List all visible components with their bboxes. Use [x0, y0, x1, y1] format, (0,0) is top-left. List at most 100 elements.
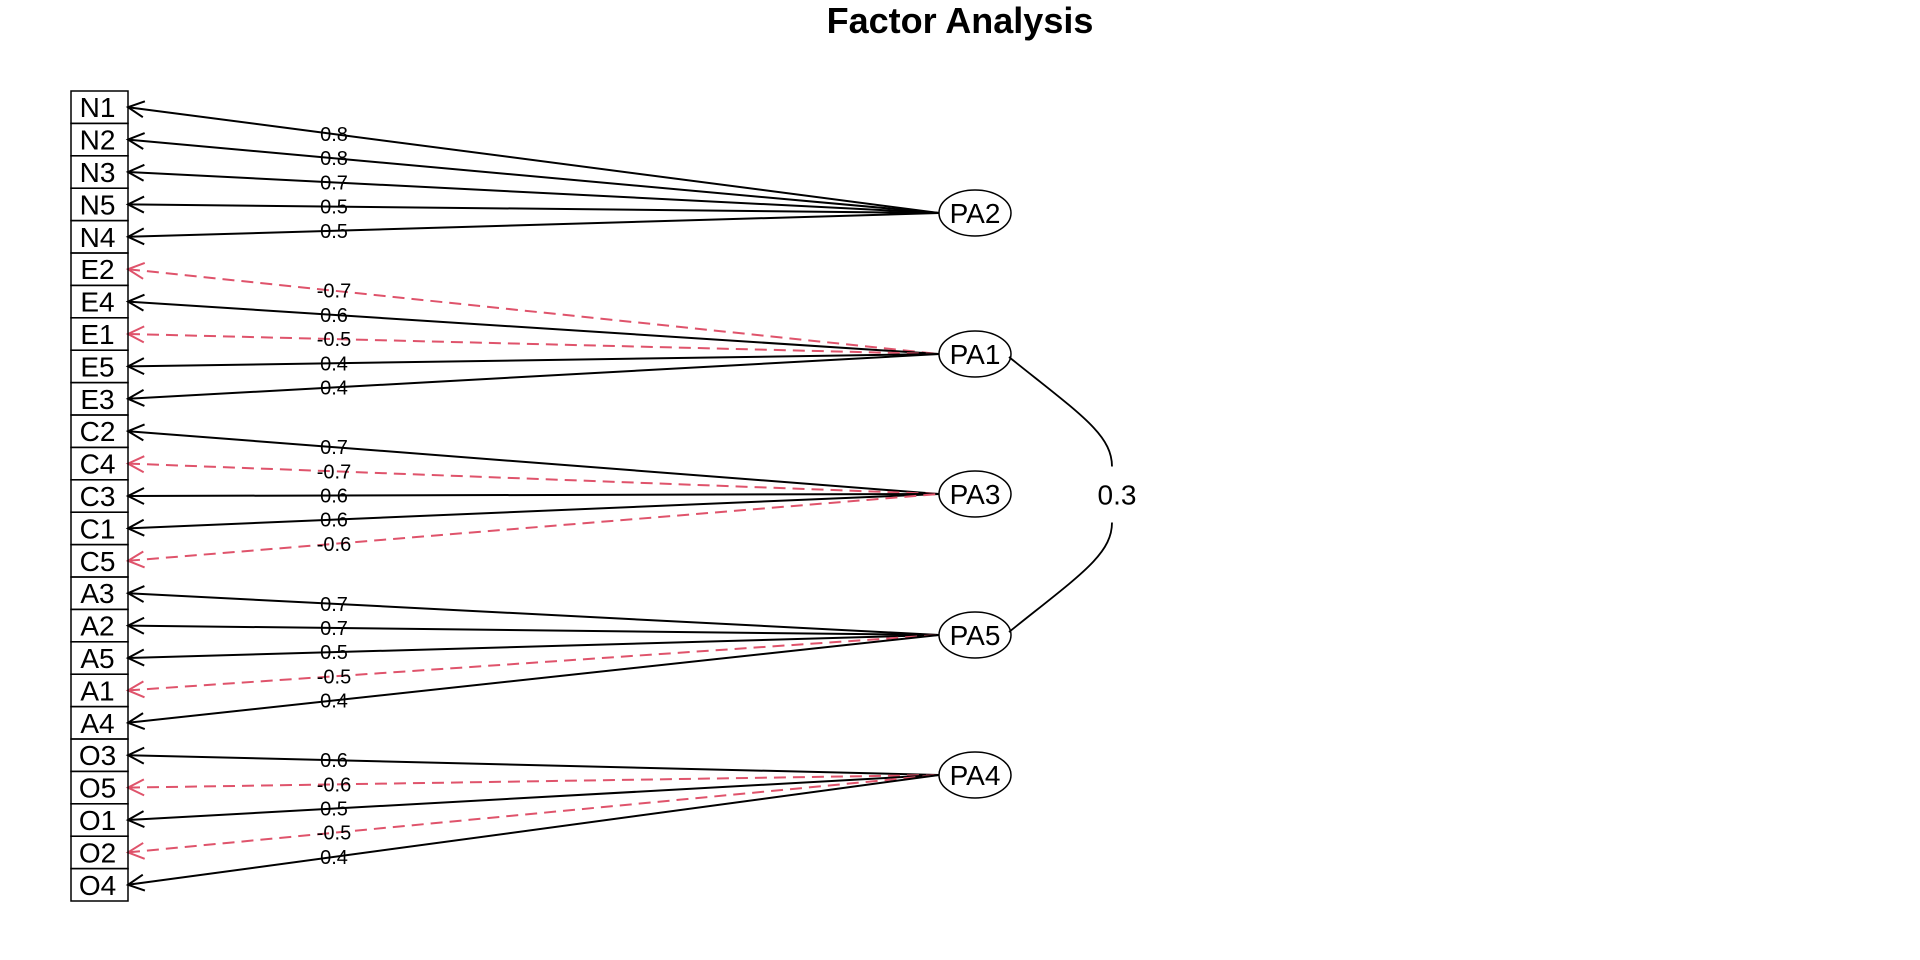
item-label: N3 — [80, 157, 116, 188]
loading-line — [127, 774, 940, 821]
item-label: O2 — [79, 837, 116, 868]
loading-label: 0.4 — [320, 847, 348, 869]
loading-edge — [125, 293, 940, 355]
factor-label: PA4 — [950, 760, 1001, 791]
item-label: C1 — [80, 513, 116, 544]
factor-ellipse — [938, 189, 1012, 237]
item-node: A5 — [70, 641, 129, 675]
item-label: A4 — [80, 708, 114, 739]
loading-label: -0.5 — [317, 666, 351, 688]
loading-label: 0.7 — [320, 618, 348, 640]
item-label: E4 — [80, 287, 114, 318]
loading-line — [127, 493, 940, 562]
item-node: N2 — [70, 122, 129, 157]
item-node: O4 — [70, 867, 129, 902]
factor-label: PA2 — [950, 198, 1001, 229]
loading-line — [127, 634, 940, 692]
loading-label: 0.7 — [320, 437, 348, 459]
factor-label: PA1 — [950, 339, 1001, 370]
loading-line — [127, 592, 940, 636]
factor-node: PA2 — [938, 189, 1012, 237]
loading-label: 0.5 — [320, 799, 348, 821]
loading-line — [127, 430, 940, 495]
item-column: N1N2N3N5N4E2E4E1E5E3C2C4C3C1C5A3A2A5A1A4… — [70, 90, 129, 902]
item-node: E2 — [70, 252, 129, 287]
factor-node: PA1 — [938, 330, 1012, 378]
item-node: E1 — [70, 317, 129, 351]
item-label: N5 — [80, 189, 116, 220]
loading-line — [127, 333, 940, 355]
item-label: C4 — [80, 449, 116, 480]
loading-label: 0.4 — [320, 377, 348, 399]
loading-edge — [125, 774, 940, 892]
loading-label: 0.5 — [320, 642, 348, 664]
loading-label: -0.6 — [317, 774, 351, 796]
factor-correlations: 0.3 — [1008, 356, 1137, 633]
factor-ellipse — [938, 470, 1012, 518]
loading-edge — [125, 212, 940, 246]
item-node: C1 — [70, 511, 129, 546]
factor-ellipse — [938, 330, 1012, 378]
item-node: O2 — [70, 835, 129, 870]
loading-edge — [125, 493, 940, 569]
loading-edge — [125, 423, 940, 495]
diagram-title: Factor Analysis — [826, 0, 1094, 41]
item-node: E5 — [70, 349, 129, 384]
loading-label: 0.4 — [320, 690, 348, 712]
loading-label: 0.7 — [320, 172, 348, 194]
factor-label: PA5 — [950, 620, 1001, 651]
item-label: N1 — [80, 92, 116, 123]
loading-line — [127, 774, 940, 854]
loading-edge — [125, 493, 940, 537]
item-label: A5 — [80, 643, 114, 674]
item-node: E3 — [70, 381, 129, 416]
item-label: N4 — [80, 222, 116, 253]
loading-line — [127, 353, 940, 400]
loading-label: 0.5 — [320, 221, 348, 243]
correlation-label: 0.3 — [1098, 480, 1137, 511]
correlation-curve-upper — [1008, 356, 1113, 467]
loading-edge — [125, 774, 940, 860]
correlation-curve-lower — [1008, 522, 1113, 633]
item-node: A1 — [70, 673, 129, 708]
loading-edge — [125, 353, 940, 407]
item-node: C3 — [70, 479, 129, 513]
loading-line — [127, 634, 940, 724]
loading-line — [127, 171, 940, 214]
loading-edge — [125, 634, 940, 699]
loading-line — [127, 353, 940, 368]
loading-line — [127, 462, 940, 495]
factor-label: PA3 — [950, 479, 1001, 510]
loading-line — [127, 774, 940, 789]
loading-edge — [125, 261, 940, 355]
item-label: C5 — [80, 546, 116, 577]
item-node: N4 — [70, 219, 129, 254]
item-label: C3 — [80, 481, 116, 512]
loading-edge — [125, 774, 940, 829]
loading-label: 0.6 — [320, 305, 348, 327]
loading-label: 0.4 — [320, 353, 348, 375]
item-node: O3 — [70, 738, 129, 773]
factor-ellipse — [938, 611, 1012, 659]
factor-node: PA4 — [938, 751, 1012, 799]
factor-ellipse — [938, 751, 1012, 799]
loading-line — [127, 138, 940, 214]
loading-label: 0.8 — [320, 148, 348, 170]
item-node: N1 — [70, 90, 129, 125]
item-node: N5 — [70, 187, 129, 222]
loading-edge — [125, 195, 940, 214]
item-node: A3 — [70, 576, 129, 611]
item-label: N2 — [80, 125, 116, 156]
factor-node: PA3 — [938, 470, 1012, 518]
item-label: A2 — [80, 611, 114, 642]
loading-edge — [125, 634, 940, 667]
loading-label: 0.8 — [320, 124, 348, 146]
loading-line — [127, 300, 940, 355]
factor-nodes: PA2 PA1 PA3 PA5 PA4 — [938, 189, 1012, 799]
loading-edge — [125, 132, 940, 214]
factor-node: PA5 — [938, 611, 1012, 659]
item-node: C5 — [70, 543, 129, 578]
item-node: O1 — [70, 803, 129, 837]
loading-line — [127, 493, 940, 497]
